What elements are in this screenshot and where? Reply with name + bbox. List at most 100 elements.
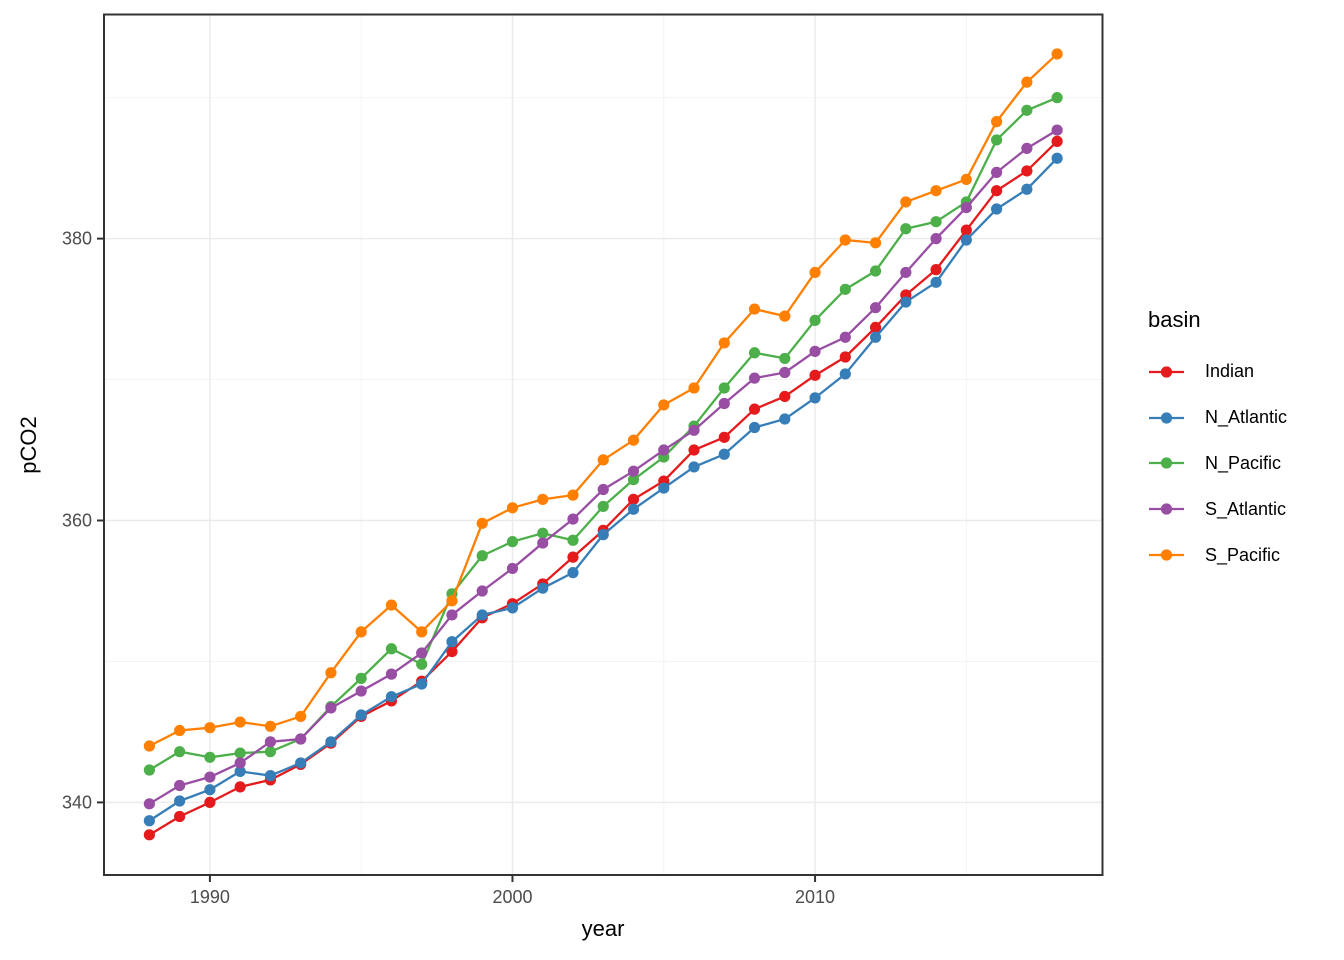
data-point-S_Pacific (234, 716, 246, 728)
panel-border (103, 13, 1104, 876)
legend-title: basin (1148, 307, 1201, 332)
data-point-S_Atlantic (234, 757, 246, 769)
data-point-S_Atlantic (1051, 124, 1063, 136)
data-point-Indian (234, 781, 246, 793)
data-point-S_Atlantic (658, 444, 670, 456)
data-point-N_Atlantic (1021, 183, 1033, 195)
data-point-S_Pacific (597, 454, 609, 466)
data-point-Indian (869, 321, 882, 334)
data-point-N_Atlantic (779, 413, 791, 425)
x-axis-title: year (581, 916, 625, 941)
legend-key-point (1160, 412, 1173, 424)
data-point-N_Atlantic (748, 421, 761, 434)
data-point-N_Atlantic (688, 461, 700, 473)
data-point-N_Atlantic (990, 203, 1003, 215)
data-point-N_Pacific (234, 747, 246, 759)
data-point-S_Pacific (869, 237, 882, 249)
x-tick-label: 2000 (492, 887, 532, 907)
legend-entries: Indian N_Atlantic N_Pacific S_Atlantic S_Pac… (1148, 349, 1287, 578)
data-point-N_Pacific (264, 746, 277, 758)
data-point-S_Pacific (718, 337, 730, 349)
data-point-N_Atlantic (627, 503, 640, 515)
data-point-S_Atlantic (355, 685, 367, 697)
data-point-S_Atlantic (416, 647, 428, 659)
data-point-S_Atlantic (839, 331, 851, 343)
data-point-Indian (779, 390, 791, 403)
legend-key-point (1160, 366, 1173, 378)
legend-key-point (1160, 457, 1173, 470)
legend-key-icon (1149, 457, 1184, 470)
data-point-S_Pacific (264, 720, 277, 732)
data-point-N_Atlantic (597, 529, 609, 541)
data-point-N_Atlantic (718, 448, 730, 460)
data-point-S_Pacific (990, 116, 1003, 128)
data-point-N_Atlantic (264, 770, 277, 782)
data-point-N_Pacific (355, 672, 367, 684)
data-point-N_Pacific (900, 223, 912, 235)
data-point-S_Pacific (416, 626, 428, 638)
data-point-Indian (688, 444, 700, 456)
data-point-N_Atlantic (446, 636, 458, 648)
data-point-N_Pacific (416, 658, 428, 670)
data-point-S_Pacific (567, 489, 579, 501)
data-point-S_Atlantic (143, 798, 155, 810)
plot-panel (104, 14, 1103, 875)
data-point-Indian (809, 369, 821, 381)
legend: basin Indian N_Atlantic N_Pacific S_Atlanti… (1148, 307, 1287, 578)
data-point-N_Atlantic (869, 331, 882, 343)
data-point-Indian (143, 829, 155, 841)
legend-key-icon (1149, 503, 1184, 515)
data-point-N_Pacific (597, 500, 609, 513)
legend-label: S_Atlantic (1205, 498, 1287, 519)
data-point-Indian (567, 551, 579, 563)
data-point-N_Pacific (476, 550, 488, 562)
legend-entry-S_Atlantic: S_Atlantic (1148, 486, 1287, 532)
data-point-Indian (990, 185, 1003, 197)
data-point-S_Atlantic (597, 483, 609, 496)
data-point-N_Atlantic (143, 815, 155, 827)
data-point-Indian (446, 645, 458, 658)
data-point-S_Atlantic (385, 668, 398, 680)
data-point-N_Pacific (174, 746, 186, 758)
legend-entry-N_Atlantic: N_Atlantic (1148, 395, 1287, 441)
data-point-S_Pacific (930, 185, 942, 197)
data-point-N_Pacific (1021, 104, 1033, 116)
data-point-N_Pacific (143, 764, 155, 776)
x-tick-label: 1990 (190, 887, 230, 907)
data-point-N_Atlantic (537, 582, 549, 594)
data-point-N_Atlantic (325, 736, 337, 748)
data-point-N_Pacific (990, 134, 1003, 146)
data-point-N_Atlantic (960, 234, 972, 246)
data-point-S_Atlantic (809, 345, 821, 357)
data-point-S_Atlantic (567, 513, 579, 525)
data-point-N_Atlantic (174, 795, 186, 807)
data-point-S_Pacific (627, 434, 640, 446)
data-point-N_Atlantic (567, 567, 579, 579)
data-point-N_Pacific (537, 527, 549, 539)
data-point-S_Pacific (174, 724, 186, 737)
data-point-S_Atlantic (174, 779, 186, 792)
data-point-N_Atlantic (416, 678, 428, 690)
data-point-S_Pacific (1051, 48, 1063, 60)
data-point-S_Atlantic (537, 537, 549, 549)
legend-label: Indian (1205, 361, 1255, 382)
data-point-S_Pacific (688, 382, 700, 394)
data-point-S_Pacific (537, 493, 549, 505)
legend-key-point (1160, 549, 1173, 561)
data-point-S_Pacific (446, 595, 458, 607)
data-point-Indian (204, 796, 216, 809)
data-point-S_Atlantic (506, 562, 519, 575)
data-point-S_Pacific (960, 173, 972, 186)
data-point-N_Pacific (718, 382, 730, 394)
data-point-S_Atlantic (204, 771, 216, 783)
data-point-S_Atlantic (627, 465, 640, 477)
data-point-S_Pacific (900, 196, 912, 208)
data-point-S_Atlantic (960, 202, 972, 214)
data-point-S_Pacific (809, 266, 821, 279)
data-point-N_Pacific (930, 216, 942, 228)
y-tick-label: 340 (62, 792, 92, 812)
data-point-S_Atlantic (718, 397, 730, 410)
data-point-S_Atlantic (476, 585, 488, 597)
data-point-N_Atlantic (839, 368, 851, 380)
